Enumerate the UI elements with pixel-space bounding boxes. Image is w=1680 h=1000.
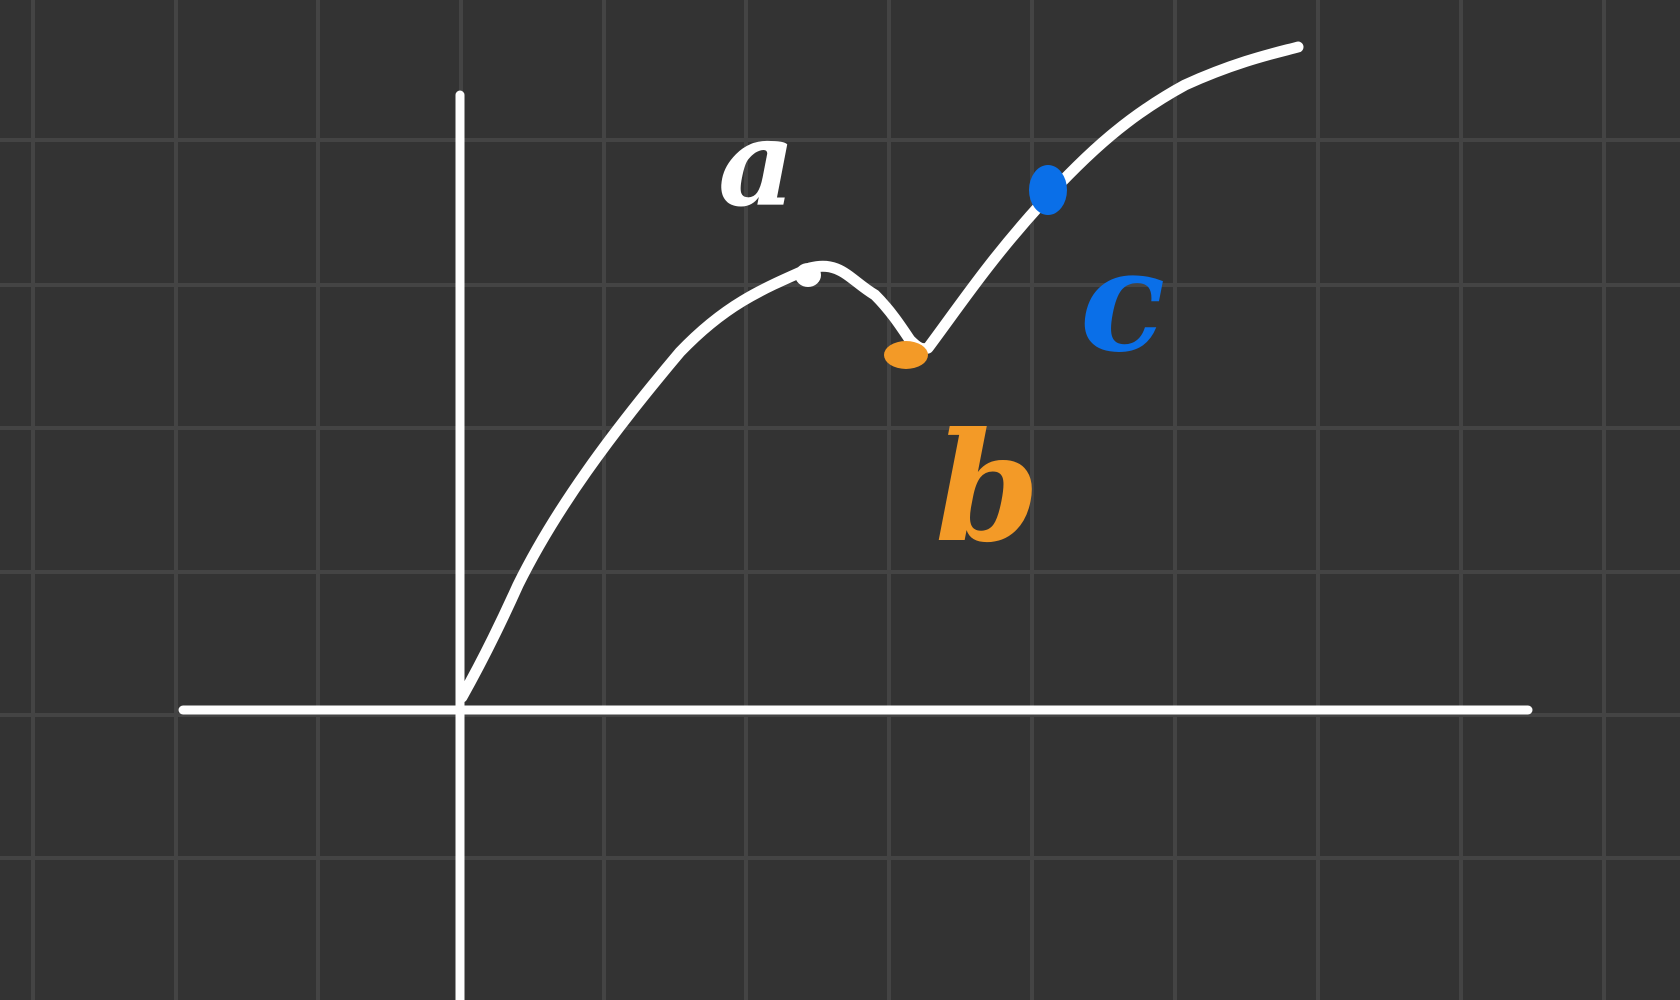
label-a: a bbox=[718, 93, 796, 234]
point-a-marker bbox=[795, 263, 821, 287]
label-b: b bbox=[935, 400, 1040, 576]
label-c: c bbox=[1080, 220, 1165, 384]
point-c-marker bbox=[1029, 165, 1067, 215]
point-b-marker bbox=[884, 341, 928, 369]
function-curve bbox=[456, 41, 1304, 703]
